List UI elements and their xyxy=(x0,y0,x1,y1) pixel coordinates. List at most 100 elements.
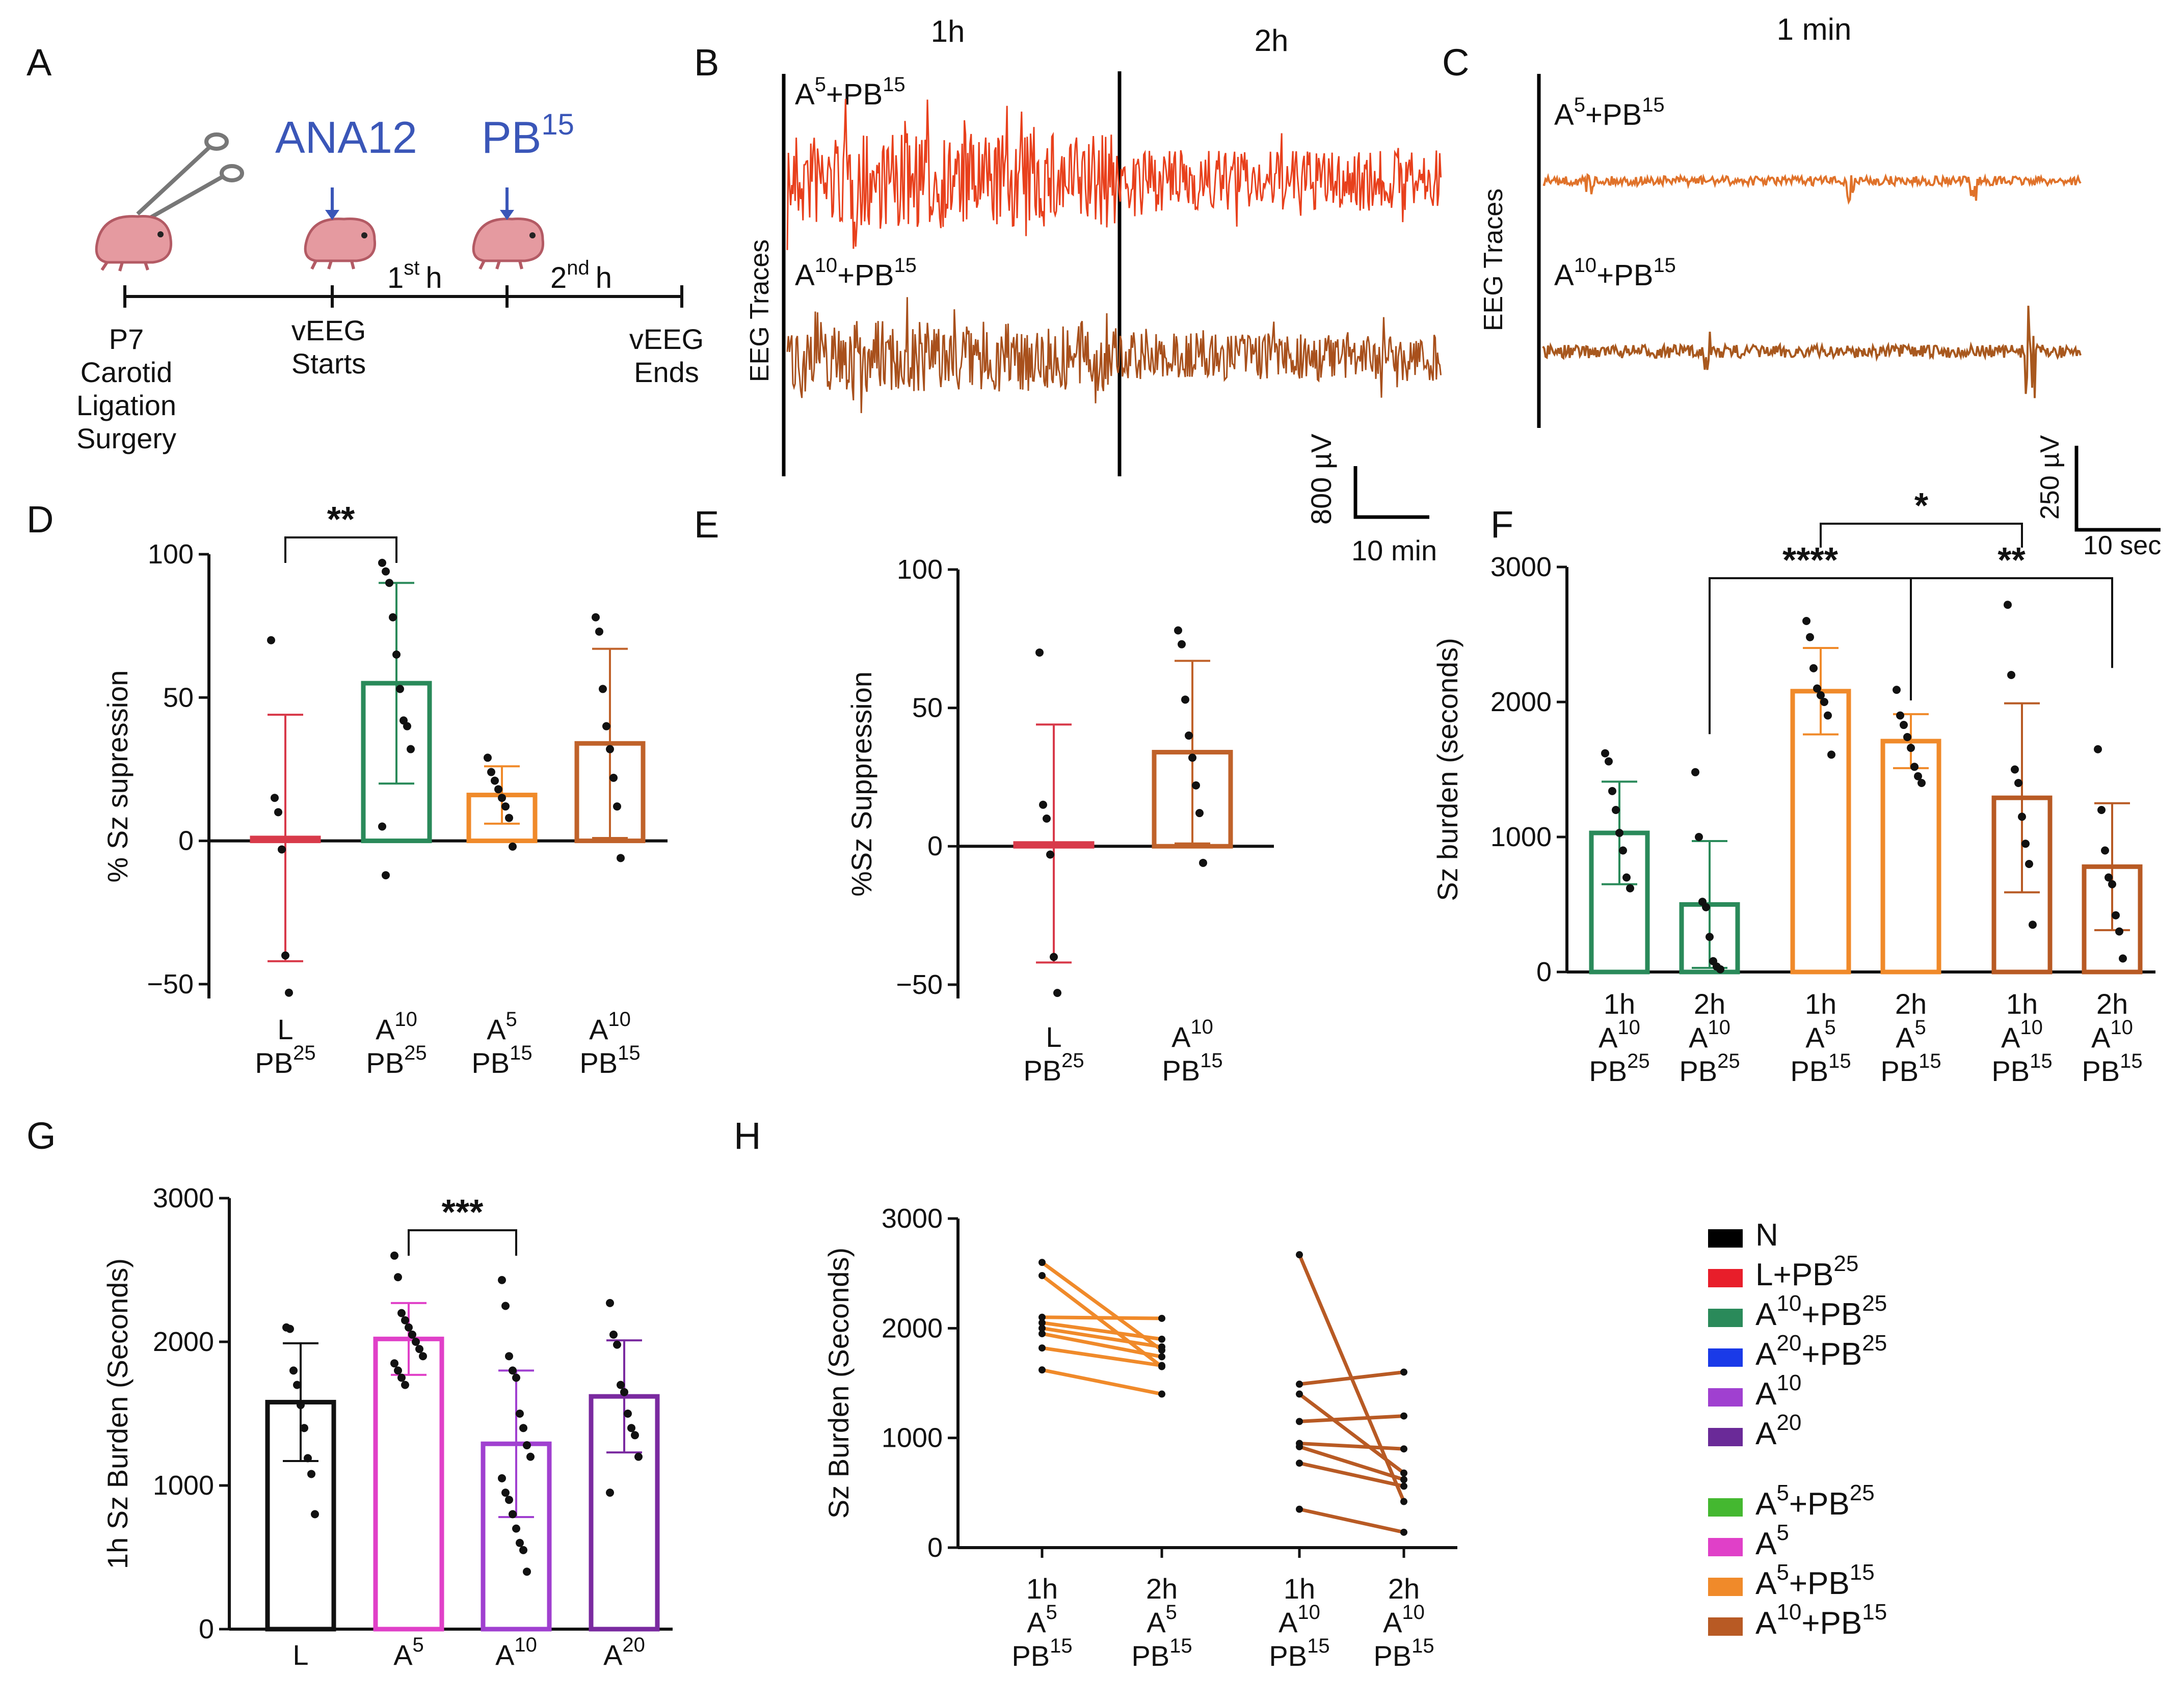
data-point xyxy=(2119,954,2127,963)
data-point xyxy=(1601,749,1609,758)
data-point xyxy=(1296,1443,1303,1450)
data-point xyxy=(1158,1362,1165,1369)
data-point xyxy=(382,871,390,880)
data-point xyxy=(1158,1335,1165,1343)
panel-letter-a: A xyxy=(26,41,52,84)
data-point xyxy=(1296,1459,1303,1467)
significance-bracket xyxy=(1820,523,2023,548)
data-point xyxy=(2101,846,2109,855)
bar xyxy=(1880,739,1941,975)
data-point xyxy=(392,650,401,659)
y-tick-label: 50 xyxy=(912,693,943,723)
data-point xyxy=(1038,1344,1046,1352)
y-tick-label: 3000 xyxy=(882,1203,943,1234)
data-point xyxy=(2094,745,2102,753)
data-point xyxy=(498,1474,506,1482)
data-point xyxy=(1900,721,1908,729)
y-tick-label: 2000 xyxy=(1490,687,1552,717)
data-point xyxy=(599,685,607,693)
x-tick-label: A10 xyxy=(589,1008,631,1045)
data-point xyxy=(274,808,282,817)
y-tick-label: 1000 xyxy=(882,1423,943,1453)
scale-bar xyxy=(1353,466,1429,519)
data-point xyxy=(523,1567,531,1576)
data-point xyxy=(505,1352,513,1361)
rat-pup-icon xyxy=(304,218,377,270)
legend-swatch xyxy=(1708,1538,1743,1556)
x-tick-label: A20 xyxy=(603,1634,645,1671)
trace-label-a10: A10+PB15 xyxy=(795,254,917,292)
y-tick-label: 0 xyxy=(927,1532,943,1563)
x-tick-label: 1h xyxy=(1604,988,1635,1020)
data-point xyxy=(1192,781,1200,790)
data-point xyxy=(1038,1319,1046,1327)
legend-label: A5 xyxy=(1755,1520,1789,1561)
paired-line xyxy=(1299,1507,1404,1534)
data-point xyxy=(1046,850,1054,859)
x-tick-label: A10 xyxy=(1171,1016,1213,1053)
data-point xyxy=(1296,1390,1303,1398)
data-point xyxy=(286,1324,294,1333)
panel-c-eeg-minute: 1 min A5+PB15 A10+PB15 EEG Traces 250 µV… xyxy=(1479,12,2161,560)
x-tick-label: 2h xyxy=(1895,988,1927,1020)
data-point xyxy=(382,567,390,576)
data-point xyxy=(289,1366,298,1375)
data-point xyxy=(501,1302,510,1310)
event-surgery: Surgery xyxy=(76,422,176,454)
chart-g-1h-sz-burden: 0 1000 2000 3000 1h Sz Burden (Seconds) L A5 A1… xyxy=(101,1183,673,1671)
data-point xyxy=(311,1510,319,1519)
data-point xyxy=(505,814,513,822)
second-hour-label: 2nd h xyxy=(550,257,612,294)
paired-line xyxy=(1042,1315,1162,1320)
x-tick-label: PB15 xyxy=(1011,1635,1072,1672)
panel-letter-e: E xyxy=(694,503,719,546)
data-point xyxy=(1296,1381,1303,1388)
x-tick-label: A5 xyxy=(1027,1601,1057,1638)
significance-bracket xyxy=(408,1229,517,1256)
x-tick-label: PB25 xyxy=(1679,1050,1740,1087)
x-tick-label: 2h xyxy=(1694,988,1725,1020)
x-tick-label: 1h xyxy=(1026,1573,1058,1605)
data-point xyxy=(512,1524,520,1533)
data-point xyxy=(509,1510,517,1519)
data-point xyxy=(2004,601,2012,609)
data-point xyxy=(512,1373,520,1382)
y-tick-label: 1000 xyxy=(153,1470,214,1501)
rat-pup-icon xyxy=(95,215,173,272)
data-point xyxy=(491,776,499,785)
data-point xyxy=(397,1373,406,1382)
data-point xyxy=(631,1431,639,1440)
trace-label-a5: A5+PB15 xyxy=(1554,94,1665,131)
data-point xyxy=(1619,846,1627,855)
y-tick-label: 100 xyxy=(148,539,194,570)
data-point xyxy=(498,794,506,802)
data-point xyxy=(2021,840,2030,848)
y-tick-label: 0 xyxy=(178,826,194,856)
legend-label: A10 xyxy=(1755,1370,1801,1412)
legend-swatch xyxy=(1708,1229,1743,1248)
paired-line xyxy=(1042,1368,1162,1396)
data-point xyxy=(397,1309,406,1317)
paired-line xyxy=(1298,1445,1405,1481)
x-tick-label: L xyxy=(292,1639,308,1671)
data-point xyxy=(613,802,621,811)
data-point xyxy=(627,1424,635,1432)
data-point xyxy=(271,794,279,802)
data-point xyxy=(304,1454,312,1463)
data-point xyxy=(1199,858,1207,867)
eeg-traces-label: EEG Traces xyxy=(1479,188,1508,331)
data-point xyxy=(2029,921,2037,929)
data-point xyxy=(1185,731,1193,740)
data-point xyxy=(519,1424,527,1432)
data-point xyxy=(1903,733,1911,741)
data-point xyxy=(519,1546,527,1554)
x-tick-label: A5 xyxy=(1896,1016,1926,1053)
panel-letter-g: G xyxy=(26,1115,56,1157)
x-tick-label: 1h xyxy=(2006,988,2038,1020)
paired-line xyxy=(1299,1414,1404,1423)
x-tick-label: 1h xyxy=(1284,1573,1315,1605)
paired-line xyxy=(1299,1441,1404,1451)
data-point xyxy=(634,1452,643,1461)
